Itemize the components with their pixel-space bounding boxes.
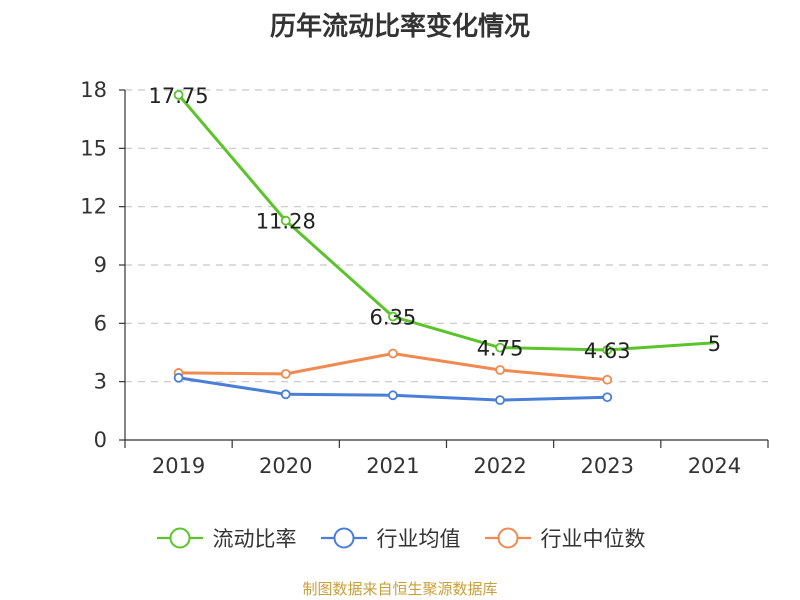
data-point <box>388 348 398 359</box>
data-point <box>602 392 613 403</box>
axes: 0 3 6 9 12 15 18 2019 2020 2021 2022 2023 2024 <box>80 78 769 478</box>
legend-swatch <box>320 527 367 549</box>
data-point <box>495 395 505 406</box>
x-tick-label: 2020 <box>259 454 312 478</box>
x-tick-label: 2019 <box>152 454 205 478</box>
legend-label: 行业中位数 <box>540 527 646 551</box>
series-lines <box>173 89 715 406</box>
x-tick-label: 2023 <box>581 454 634 478</box>
legend-item[interactable]: 行业均值 <box>319 523 461 553</box>
legend-marker <box>169 527 190 549</box>
data-point <box>173 89 184 100</box>
y-tick-label: 15 <box>80 136 107 160</box>
x-tick-label: 2022 <box>473 454 526 478</box>
data-label: 4.75 <box>477 337 524 361</box>
data-point <box>280 368 291 379</box>
data-labels: 17.75 11.28 6.35 4.75 4.63 5 <box>149 84 722 363</box>
data-label: 17.75 <box>149 84 209 108</box>
y-tick-label: 12 <box>80 195 107 219</box>
legend-label: 行业均值 <box>376 527 461 551</box>
legend-item[interactable]: 流动比率 <box>155 523 297 553</box>
data-label: 4.63 <box>584 339 631 363</box>
y-tick-label: 3 <box>94 370 107 394</box>
data-point <box>495 342 505 353</box>
data-point <box>280 215 291 226</box>
legend-marker <box>497 527 518 549</box>
data-point <box>602 345 613 355</box>
legend-marker <box>333 527 354 549</box>
grid-lines <box>125 89 768 383</box>
legend-item[interactable]: 行业中位数 <box>483 523 646 553</box>
data-point <box>280 389 291 400</box>
legend-swatch <box>484 527 531 549</box>
data-point <box>602 374 613 385</box>
y-tick-label: 18 <box>80 78 107 102</box>
legend-swatch <box>156 527 203 549</box>
series-line-0 <box>177 93 715 352</box>
y-tick-label: 6 <box>94 311 107 335</box>
data-label: 5 <box>708 332 721 356</box>
legend-label: 流动比率 <box>212 527 297 551</box>
x-tick-label: 2021 <box>366 454 419 478</box>
y-tick-label: 9 <box>94 253 107 277</box>
data-label: 6.35 <box>370 306 417 330</box>
source-note: 制图数据来自恒生聚源数据库 <box>302 580 498 598</box>
data-point <box>173 372 184 383</box>
x-tick-label: 2024 <box>688 454 741 478</box>
chart-title: 历年流动比率变化情况 <box>269 12 530 42</box>
data-point <box>495 365 505 375</box>
data-point <box>388 390 398 401</box>
y-tick-label: 0 <box>94 428 107 452</box>
data-point <box>388 311 398 322</box>
data-label: 11.28 <box>256 210 316 234</box>
legend: 流动比率 行业均值 行业中位数 <box>0 520 800 556</box>
